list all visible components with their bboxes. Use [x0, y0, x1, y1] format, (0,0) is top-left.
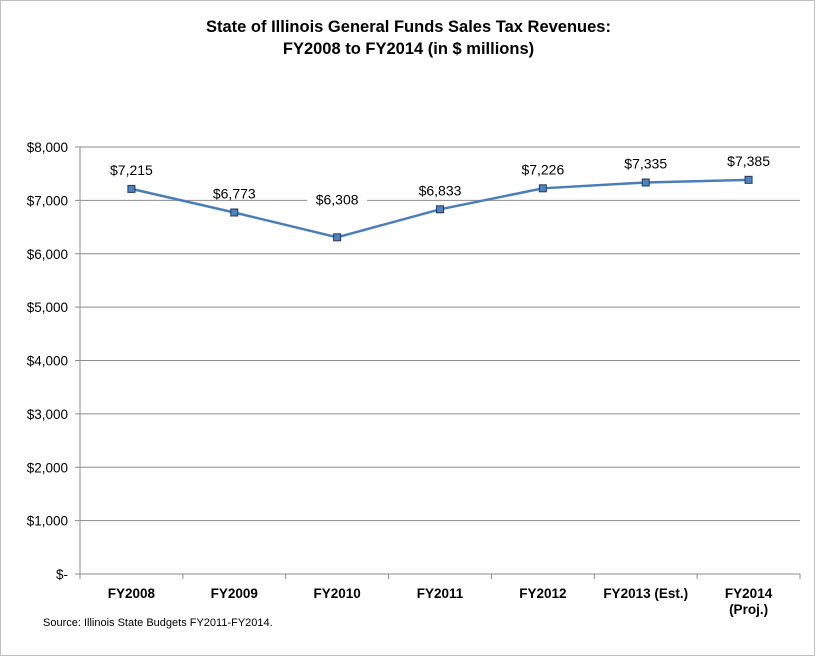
data-label-4: $7,226 [521, 161, 564, 177]
y-tick-label-8: $8,000 [27, 140, 68, 155]
x-tick-label-6: FY2014 (Proj.) [725, 586, 773, 617]
chart-title: State of Illinois General Funds Sales Ta… [206, 18, 611, 36]
data-label-5: $7,335 [624, 155, 667, 171]
data-label-bg-2 [307, 190, 368, 209]
x-tick-label-line: FY2011 [417, 586, 464, 601]
data-label-2: $6,308 [316, 191, 359, 207]
x-tick-label-line: (Proj.) [729, 602, 768, 617]
data-point-0 [127, 184, 136, 193]
series-line-group [127, 175, 753, 242]
y-tick-label-5: $5,000 [27, 300, 68, 315]
x-tick-label-line: FY2014 [725, 586, 773, 601]
x-tick-label-line: FY2010 [313, 586, 360, 601]
y-axis-tick-labels: $- $1,000 $2,000 $3,000 $4,000 $5,000 $6,000 $7… [27, 140, 68, 582]
x-tick-label-line: FY2012 [519, 586, 566, 601]
x-tick-label-3: FY2011 [417, 586, 464, 601]
data-point-5 [641, 178, 650, 187]
data-point-1 [230, 208, 239, 217]
x-tick-label-5: FY2013 (Est.) [603, 586, 688, 601]
data-label-1: $6,773 [213, 185, 256, 201]
data-point-4 [538, 184, 547, 193]
gridlines [80, 146, 800, 522]
data-point-6 [744, 175, 753, 184]
y-tick-label-2: $2,000 [27, 460, 68, 475]
y-tick-label-3: $3,000 [27, 407, 68, 422]
data-label-6: $7,385 [727, 153, 770, 169]
y-tick-label-6: $6,000 [27, 247, 68, 262]
x-tick-label-0: FY2008 [108, 586, 156, 601]
y-tick-label-7: $7,000 [27, 193, 68, 208]
data-labels: $7,215 $6,773 $6,308 $6,833 $7,226 $7,335 $7,3… [110, 153, 770, 209]
x-tick-label-line: FY2008 [108, 586, 156, 601]
y-tick-label-1: $1,000 [27, 514, 68, 529]
chart-subtitle: FY2008 to FY2014 (in $ millions) [282, 40, 535, 58]
source-note: Source: Illinois State Budgets FY2011-FY… [43, 617, 273, 629]
x-tick-label-4: FY2012 [519, 586, 566, 601]
axes [75, 146, 801, 579]
x-tick-label-line: FY2013 (Est.) [603, 586, 688, 601]
x-axis-tick-labels: FY2008 FY2009 FY2010 FY2011 FY2012 FY2013 (Es… [108, 586, 773, 617]
data-point-3 [436, 205, 444, 214]
x-tick-label-2: FY2010 [313, 586, 360, 601]
data-label-0: $7,215 [110, 162, 153, 178]
x-tick-label-1: FY2009 [211, 586, 258, 601]
data-label-3: $6,833 [419, 182, 462, 198]
data-point-2 [333, 233, 342, 242]
x-tick-label-line: FY2009 [211, 586, 258, 601]
y-tick-label-0: $- [56, 567, 68, 582]
y-tick-label-4: $4,000 [27, 354, 68, 369]
